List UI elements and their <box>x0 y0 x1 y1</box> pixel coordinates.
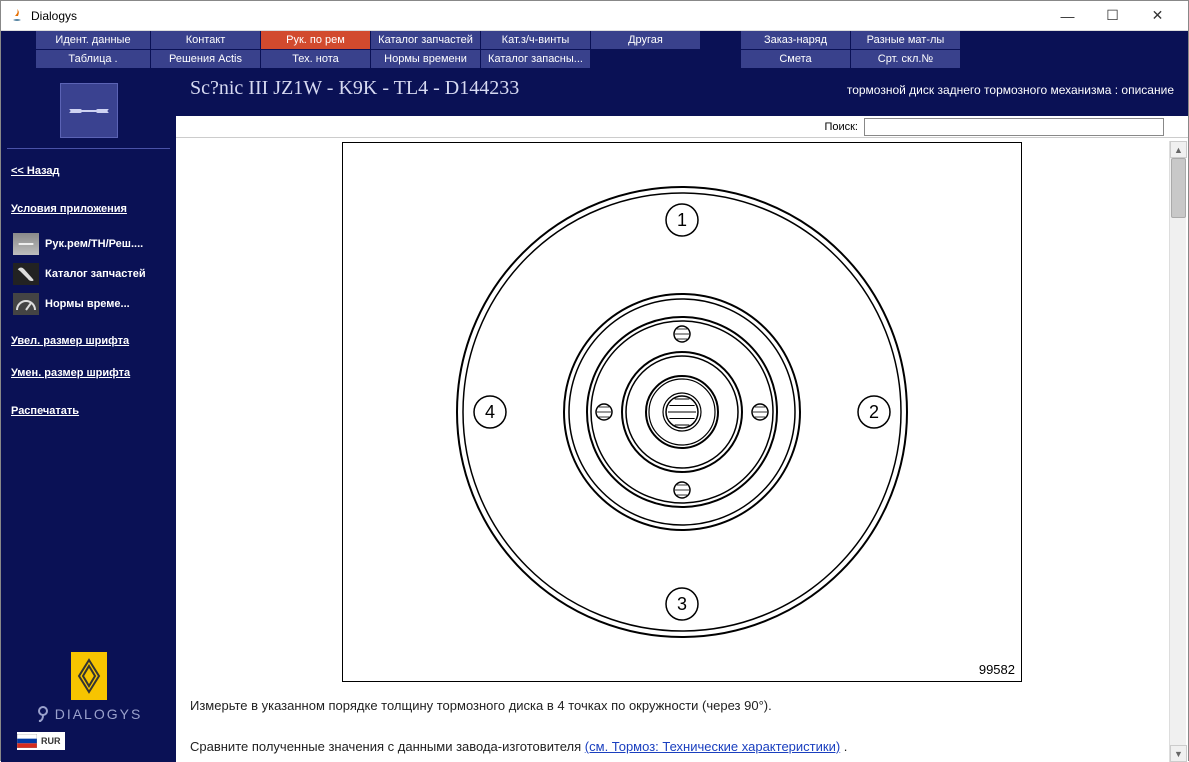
nav-tab[interactable]: Другая <box>591 31 701 50</box>
nav-tab[interactable]: Контакт <box>151 31 261 50</box>
dialogys-brand: DIALOGYS <box>9 706 168 722</box>
sidebar-item-label: Рук.рем/ТН/Реш.... <box>45 238 143 250</box>
java-icon <box>9 8 25 24</box>
gauge-icon <box>13 293 39 315</box>
nav-tab[interactable]: Смета <box>741 50 851 69</box>
increase-font-link[interactable]: Увел. размер шрифта <box>1 329 176 353</box>
svg-text:2: 2 <box>869 402 879 422</box>
window-title: Dialogys <box>31 9 1045 23</box>
nav-tab[interactable]: Разные мат-лы <box>851 31 961 50</box>
instruction-text-1: Измерьте в указанном порядке толщину тор… <box>190 698 1174 713</box>
search-input[interactable] <box>864 118 1164 136</box>
figure-id: 99582 <box>979 662 1015 677</box>
nav-tab[interactable]: Тех. нота <box>261 50 371 69</box>
window-titlebar: Dialogys — ☐ ✕ <box>1 1 1188 31</box>
back-link[interactable]: << Назад <box>1 159 176 183</box>
nav-tab[interactable]: Каталог запчастей <box>371 31 481 50</box>
scroll-up-button[interactable]: ▲ <box>1170 141 1187 158</box>
nav-tab[interactable]: Идент. данные <box>36 31 151 50</box>
nav-tab[interactable]: Кат.з/ч-винты <box>481 31 591 50</box>
document-body: 1 2 3 4 99582 Измерьте в указанном порядке … <box>176 138 1188 759</box>
nav-tab[interactable]: Нормы времени <box>371 50 481 69</box>
sidebar: << Назад Условия приложения Рук.рем/ТН/Р… <box>1 69 176 762</box>
window-close-button[interactable]: ✕ <box>1135 2 1180 30</box>
wrench-tool-icon[interactable] <box>60 83 118 138</box>
instruction-text-2: Сравните полученные значения с данными з… <box>190 739 1174 754</box>
search-bar: Поиск: <box>176 116 1188 138</box>
print-link[interactable]: Распечатать <box>1 399 176 423</box>
nav-tab[interactable]: Заказ-наряд <box>741 31 851 50</box>
figure-frame: 1 2 3 4 99582 <box>342 142 1022 682</box>
terms-link[interactable]: Условия приложения <box>1 197 176 221</box>
decrease-font-link[interactable]: Умен. размер шрифта <box>1 361 176 385</box>
nav-tab[interactable]: Таблица . <box>36 50 151 69</box>
nav-tab[interactable]: Каталог запасны... <box>481 50 591 69</box>
scroll-down-button[interactable]: ▼ <box>1170 745 1187 762</box>
top-nav: Идент. данныеКонтактРук. по ремКаталог з… <box>1 31 1188 69</box>
svg-text:1: 1 <box>677 210 687 230</box>
page-description: тормозной диск заднего тормозного механи… <box>847 83 1174 97</box>
brake-disc-diagram: 1 2 3 4 <box>432 162 932 662</box>
svg-text:3: 3 <box>677 594 687 614</box>
sidebar-item-label: Нормы време... <box>45 298 130 310</box>
nav-tab[interactable]: Решения Actis <box>151 50 261 69</box>
sidebar-item-repair-manual[interactable]: Рук.рем/ТН/Реш.... <box>7 231 170 257</box>
nav-tab[interactable]: Срт. скл.№ <box>851 50 961 69</box>
wrench-crossed-icon <box>13 263 39 285</box>
search-label: Поиск: <box>824 121 858 133</box>
renault-logo-icon <box>71 652 107 700</box>
nav-tab[interactable]: Рук. по рем <box>261 31 371 50</box>
content-pane: Sc?nic III JZ1W - K9K - TL4 - D144233 то… <box>176 69 1188 762</box>
vertical-scrollbar[interactable]: ▲ ▼ <box>1169 141 1186 762</box>
document-header: Sc?nic III JZ1W - K9K - TL4 - D144233 то… <box>176 69 1188 116</box>
window-minimize-button[interactable]: — <box>1045 2 1090 30</box>
sidebar-item-labor-times[interactable]: Нормы време... <box>7 291 170 317</box>
vehicle-ident: Sc?nic III JZ1W - K9K - TL4 - D144233 <box>190 77 847 100</box>
svg-text:4: 4 <box>485 402 495 422</box>
window-maximize-button[interactable]: ☐ <box>1090 2 1135 30</box>
currency-badge[interactable]: RUR <box>17 732 65 750</box>
sidebar-item-label: Каталог запчастей <box>45 268 146 280</box>
wrench-small-icon <box>13 233 39 255</box>
sidebar-item-parts-catalog[interactable]: Каталог запчастей <box>7 261 170 287</box>
scroll-thumb[interactable] <box>1171 158 1186 218</box>
tech-spec-link[interactable]: (см. Тормоз: Технические характеристики) <box>585 739 840 754</box>
flag-ru-icon <box>17 734 37 748</box>
